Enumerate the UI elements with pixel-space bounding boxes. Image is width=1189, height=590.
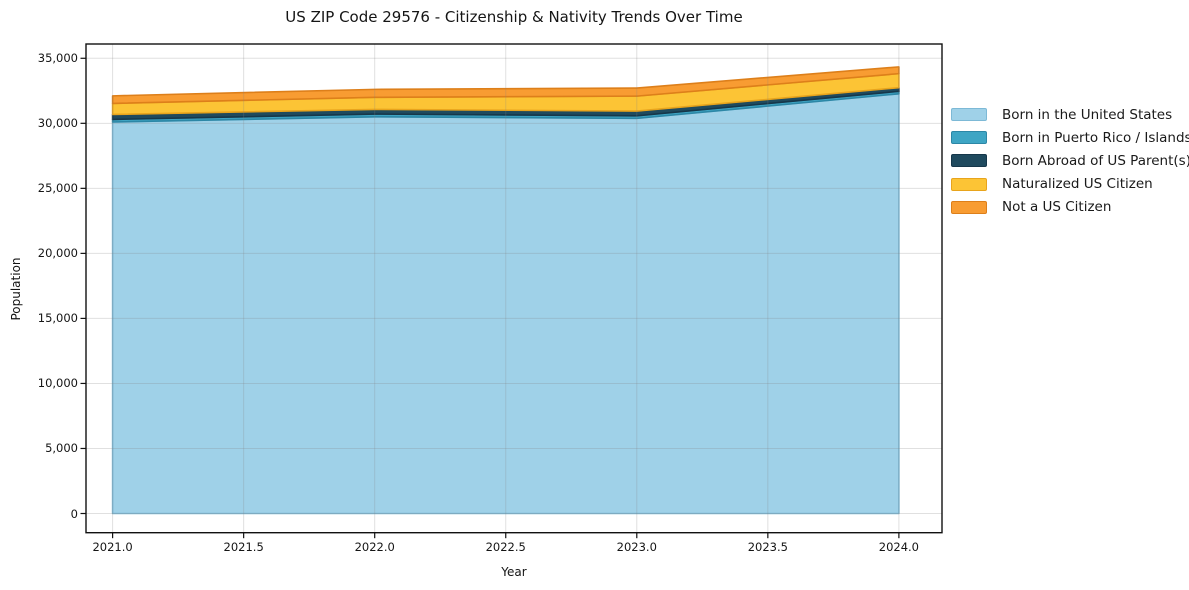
legend-swatch-icon bbox=[951, 200, 987, 214]
legend-label: Not a US Citizen bbox=[1002, 199, 1112, 216]
legend-swatch-icon bbox=[951, 177, 987, 191]
y-tick-label: 35,000 bbox=[37, 51, 78, 66]
y-tick-label: 25,000 bbox=[37, 181, 78, 196]
x-tick-label: 2023.0 bbox=[616, 539, 657, 554]
y-axis-label: Population bbox=[9, 257, 23, 321]
legend-label: Born in the United States bbox=[1002, 106, 1173, 123]
legend-label: Naturalized US Citizen bbox=[1002, 176, 1153, 193]
plot-border bbox=[85, 43, 943, 534]
legend-label: Born Abroad of US Parent(s) bbox=[1002, 152, 1189, 169]
y-tick-label: 15,000 bbox=[37, 311, 78, 326]
x-tick-label: 2021.5 bbox=[223, 539, 264, 554]
y-tick-label: 20,000 bbox=[37, 246, 78, 261]
x-tick-label: 2024.0 bbox=[878, 539, 919, 554]
y-tick-label: 0 bbox=[70, 506, 78, 521]
y-tick-label: 5,000 bbox=[45, 441, 78, 456]
legend-swatch-icon bbox=[951, 154, 987, 168]
y-tick-label: 10,000 bbox=[37, 376, 78, 391]
x-tick-label: 2021.0 bbox=[92, 539, 133, 554]
x-axis-label: Year bbox=[501, 565, 527, 579]
legend-item: Born in Puerto Rico / Islands bbox=[951, 126, 1189, 149]
x-tick-label: 2022.0 bbox=[354, 539, 395, 554]
legend-item: Naturalized US Citizen bbox=[951, 173, 1189, 196]
x-tick-label: 2022.5 bbox=[485, 539, 526, 554]
chart-title: US ZIP Code 29576 - Citizenship & Nativi… bbox=[285, 8, 743, 26]
legend-item: Not a US Citizen bbox=[951, 196, 1189, 219]
legend-item: Born in the United States bbox=[951, 103, 1189, 126]
legend-swatch-icon bbox=[951, 108, 987, 122]
legend: Born in the United States Born in Puerto … bbox=[951, 103, 1189, 219]
y-tick-label: 30,000 bbox=[37, 116, 78, 131]
legend-label: Born in Puerto Rico / Islands bbox=[1002, 129, 1189, 146]
legend-swatch-icon bbox=[951, 131, 987, 145]
x-tick-label: 2023.5 bbox=[747, 539, 788, 554]
legend-item: Born Abroad of US Parent(s) bbox=[951, 149, 1189, 172]
area-not-a-us-citizen bbox=[111, 66, 900, 105]
